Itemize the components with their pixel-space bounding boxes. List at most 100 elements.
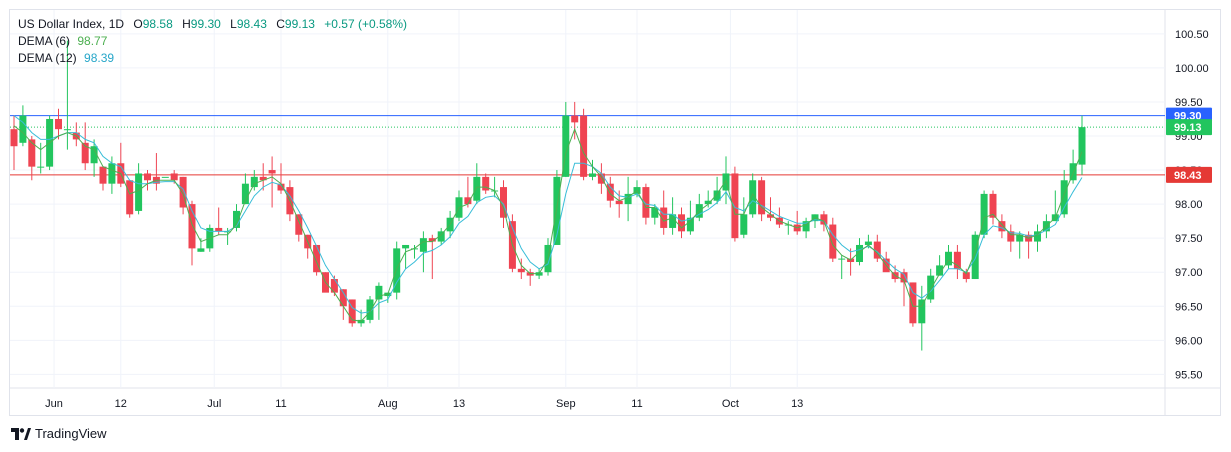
candle-up <box>241 173 249 205</box>
candle-down <box>428 234 436 280</box>
candle-up <box>784 221 792 235</box>
candle-up <box>1016 231 1024 259</box>
candle-down <box>909 282 917 327</box>
candle-body <box>686 217 694 232</box>
candle-body <box>19 115 27 143</box>
candle-down <box>348 299 356 327</box>
candle-body <box>428 238 436 242</box>
legend: US Dollar Index, 1D O98.58 H99.30 L98.43… <box>18 16 407 67</box>
candle-body <box>589 173 596 177</box>
candle-body <box>375 285 383 300</box>
candle-body <box>971 234 979 280</box>
y-tick-label: 99.50 <box>1175 97 1203 109</box>
candle-body <box>313 244 321 273</box>
candle-up <box>250 170 258 191</box>
candle-body <box>962 272 970 280</box>
candle-body <box>749 180 757 215</box>
candle-body <box>108 163 116 184</box>
candle-down <box>606 176 614 208</box>
candle-up <box>971 231 979 280</box>
candle-body <box>838 258 846 260</box>
candle-up <box>749 173 757 218</box>
candle-body <box>37 166 45 168</box>
candle-body <box>624 193 632 205</box>
candle-down <box>891 265 899 283</box>
candle-down <box>998 214 1006 239</box>
price-label-text: 98.43 <box>1174 170 1202 182</box>
candle-body <box>135 173 143 211</box>
candle-down <box>215 207 223 235</box>
candle-body <box>55 118 62 130</box>
candle-up <box>802 217 810 239</box>
price-label-box: 99.13 <box>1166 119 1212 136</box>
candle-body <box>215 227 223 232</box>
tradingview-icon <box>11 427 31 440</box>
candle-body <box>767 214 774 218</box>
candle-down <box>571 101 579 140</box>
candle-body <box>758 180 766 215</box>
candle-up <box>838 255 846 280</box>
candle-down <box>482 173 490 194</box>
candle-body <box>250 176 258 188</box>
candle-body <box>259 176 267 181</box>
candle-down <box>847 248 855 276</box>
legend-dema12-row[interactable]: DEMA (12) 98.39 <box>18 50 407 67</box>
candle-body <box>348 299 356 324</box>
candle-down <box>99 166 107 191</box>
candle-body <box>277 183 285 191</box>
candle-body <box>731 173 739 239</box>
candle-up <box>135 163 143 215</box>
candle-body <box>1034 231 1041 242</box>
candle-body <box>402 244 410 249</box>
candle-up <box>19 105 27 147</box>
tradingview-logo[interactable]: TradingView <box>11 426 107 441</box>
candle-body <box>953 251 961 269</box>
x-tick-label: Oct <box>722 398 739 410</box>
candle-down <box>126 180 134 218</box>
candle-body <box>517 268 525 273</box>
price-label-box: 98.43 <box>1166 166 1212 183</box>
candle-body <box>464 197 472 205</box>
candle-up <box>393 241 401 300</box>
candle-body <box>580 115 588 177</box>
x-tick-label: 11 <box>275 398 286 410</box>
candle-down <box>10 115 18 171</box>
low-label: L <box>230 17 237 31</box>
y-tick-label: 100.50 <box>1175 29 1209 41</box>
candle-up <box>437 227 445 245</box>
candle-body <box>945 251 952 266</box>
legend-dema6-row[interactable]: DEMA (6) 98.77 <box>18 33 407 50</box>
dema6-line <box>13 125 1083 322</box>
candle-body <box>339 289 347 307</box>
candle-down <box>678 207 685 239</box>
candle-body <box>188 204 196 249</box>
candle-body <box>330 279 338 293</box>
dema12-line <box>13 115 1083 314</box>
y-tick-label: 100.00 <box>1175 63 1209 75</box>
candle-down <box>767 197 774 222</box>
x-tick-label: 12 <box>115 398 127 410</box>
y-tick-label: 97.50 <box>1175 233 1203 245</box>
candle-body <box>998 221 1006 232</box>
candle-up <box>161 176 169 178</box>
candle-down <box>660 190 668 235</box>
candle-down <box>277 163 285 194</box>
symbol-title: US Dollar Index, 1D <box>18 17 125 31</box>
high-label: H <box>182 17 191 31</box>
candle-body <box>473 176 481 201</box>
candle-body <box>90 146 98 164</box>
candle-up <box>918 285 926 351</box>
candle-down <box>295 214 303 242</box>
candle-body <box>170 173 178 181</box>
candle-up <box>197 238 205 252</box>
candle-down <box>517 258 525 280</box>
candle-up <box>704 190 712 208</box>
candle-up <box>1034 224 1041 252</box>
x-tick-label: Aug <box>378 398 398 410</box>
candle-down <box>464 176 472 208</box>
candle-body <box>615 200 623 205</box>
candle-body <box>864 241 872 245</box>
candle-body <box>820 214 828 225</box>
candle-down <box>829 217 837 262</box>
